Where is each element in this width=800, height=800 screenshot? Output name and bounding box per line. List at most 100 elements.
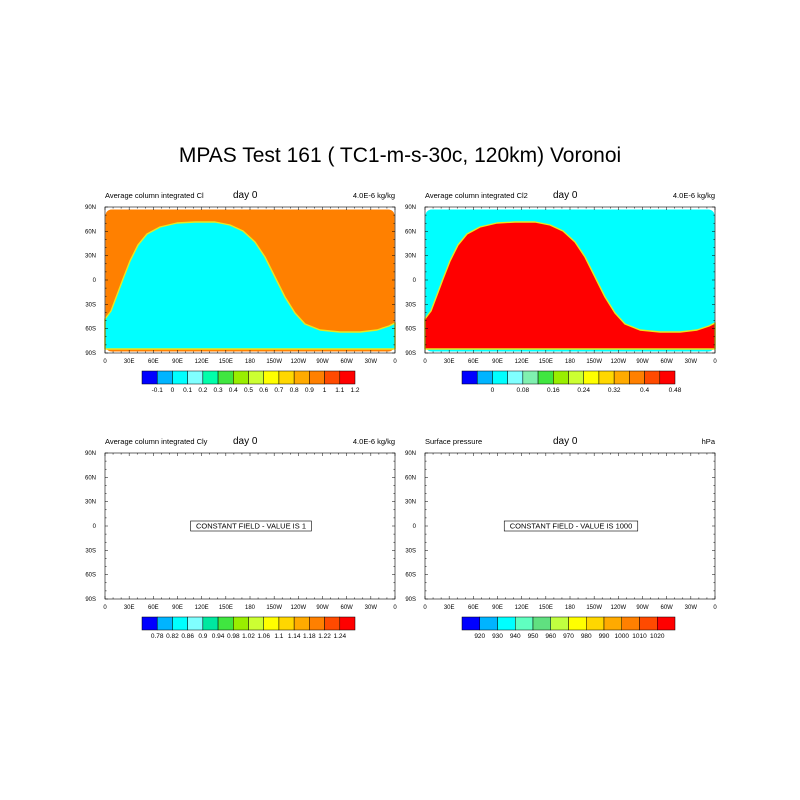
colorbar-label: 1000	[615, 633, 630, 640]
lon-tick-label: 150E	[219, 605, 233, 611]
lat-tick-label: 30N	[85, 500, 96, 506]
colorbar-label: 970	[563, 633, 574, 640]
lon-tick-label: 0	[393, 359, 397, 365]
colorbar-swatch	[141, 370, 158, 385]
lon-tick-label: 90W	[316, 359, 329, 365]
panel-cly: Average column integrated Cly day 0 4.0E-6…	[85, 436, 397, 640]
colorbar-swatch	[278, 616, 295, 631]
colorbar-swatch	[217, 616, 234, 631]
lon-tick-label: 0	[103, 359, 107, 365]
colorbar-swatch	[324, 616, 341, 631]
colorbar-swatch	[172, 370, 188, 385]
colorbar-label: 0	[491, 387, 495, 394]
lat-tick-label: 60N	[405, 229, 416, 235]
colorbar-label: 950	[528, 633, 539, 640]
lon-tick-label: 60W	[660, 359, 673, 365]
colorbar-swatch	[613, 370, 630, 385]
colorbar-label: 930	[492, 633, 503, 640]
lon-tick-label: 30E	[444, 359, 455, 365]
lon-tick-label: 150W	[266, 605, 282, 611]
lon-tick-label: 60E	[148, 605, 159, 611]
figure-title: MPAS Test 161 ( TC1-m-s-30c, 120km) Voro…	[179, 144, 621, 167]
colorbar-swatch	[603, 616, 622, 631]
colorbar-label: 0.4	[640, 387, 649, 394]
colorbar-swatch	[233, 616, 249, 631]
lat-tick-label: 30N	[85, 254, 96, 260]
lon-tick-label: 0	[713, 359, 717, 365]
colorbar-label: 0.94	[212, 633, 225, 640]
panel-left-label: Average column integrated Cly	[105, 437, 208, 446]
panel-day-label: day 0	[233, 190, 258, 201]
colorbar-label: 1.02	[242, 633, 255, 640]
lon-tick-label: 120E	[195, 605, 209, 611]
colorbar-label: 0.32	[608, 387, 621, 394]
colorbar-swatch	[583, 370, 600, 385]
panel-right-label: hPa	[702, 437, 716, 446]
lat-tick-label: 30S	[85, 302, 96, 308]
lat-tick-label: 0	[413, 524, 417, 530]
lat-tick-label: 30S	[405, 548, 416, 554]
colorbar-label: 0	[171, 387, 175, 394]
colorbar-swatch	[568, 370, 584, 385]
colorbar-swatch	[202, 616, 219, 631]
lat-tick-label: 0	[413, 278, 417, 284]
map-blob-region	[424, 221, 716, 350]
lon-tick-label: 120W	[610, 605, 626, 611]
lon-tick-label: 180	[245, 605, 256, 611]
lon-tick-label: 60W	[660, 605, 673, 611]
lat-tick-label: 60S	[405, 573, 416, 579]
colorbar-swatch	[522, 370, 539, 385]
panels-group: Average column integrated Cl day 0 4.0E-6 …	[85, 190, 717, 640]
colorbar-label: 0.48	[669, 387, 682, 394]
colorbar-label: 980	[581, 633, 592, 640]
panel-left-label: Average column integrated Cl2	[425, 191, 528, 200]
colorbar-label: 0.86	[181, 633, 194, 640]
colorbar-swatch	[309, 616, 325, 631]
colorbar-label: 1.18	[303, 633, 316, 640]
panel-day-label: day 0	[233, 436, 258, 447]
colorbar-swatch	[156, 616, 173, 631]
lon-tick-label: 180	[565, 605, 576, 611]
lat-tick-label: 30S	[405, 302, 416, 308]
colorbar-label: 1.2	[350, 387, 359, 394]
lon-tick-label: 30W	[685, 359, 698, 365]
lat-tick-label: 30S	[85, 548, 96, 554]
lat-tick-label: 90N	[85, 205, 96, 211]
panel-cl2: Average column integrated Cl2 day 0 4.0E-6…	[405, 190, 717, 394]
colorbar-swatch	[532, 616, 551, 631]
colorbar-label: 0.24	[577, 387, 590, 394]
lon-tick-label: 30W	[365, 605, 378, 611]
lon-tick-label: 180	[565, 359, 576, 365]
lon-tick-label: 30E	[444, 605, 455, 611]
colorbar-label: 0.6	[259, 387, 268, 394]
lon-tick-label: 0	[393, 605, 397, 611]
colorbar-label: 1.1	[274, 633, 283, 640]
colorbar-swatch	[263, 370, 280, 385]
lat-tick-label: 90S	[85, 597, 96, 603]
lon-tick-label: 30W	[365, 359, 378, 365]
lon-tick-label: 150E	[539, 359, 553, 365]
lon-tick-label: 90E	[172, 605, 183, 611]
lon-tick-label: 120W	[290, 359, 306, 365]
lon-tick-label: 90E	[492, 605, 503, 611]
lon-tick-label: 120E	[195, 359, 209, 365]
colorbar-label: 0.9	[305, 387, 314, 394]
lat-tick-label: 60N	[85, 229, 96, 235]
colorbar-label: 0.5	[244, 387, 253, 394]
colorbar-swatch	[339, 616, 356, 631]
colorbar-swatch	[497, 616, 516, 631]
lon-tick-label: 120W	[290, 605, 306, 611]
lat-tick-label: 90S	[85, 351, 96, 357]
colorbar-swatch	[217, 370, 234, 385]
colorbar-swatch	[263, 616, 280, 631]
colorbar-label: 0.7	[274, 387, 283, 394]
colorbar-swatch	[515, 616, 534, 631]
colorbar-swatch	[293, 370, 310, 385]
lat-tick-label: 0	[93, 278, 97, 284]
colorbar-swatch	[309, 370, 325, 385]
colorbar-swatch	[172, 616, 188, 631]
colorbar-label: 1.14	[288, 633, 301, 640]
colorbar-label: 0.08	[517, 387, 530, 394]
colorbar-swatch	[550, 616, 569, 631]
